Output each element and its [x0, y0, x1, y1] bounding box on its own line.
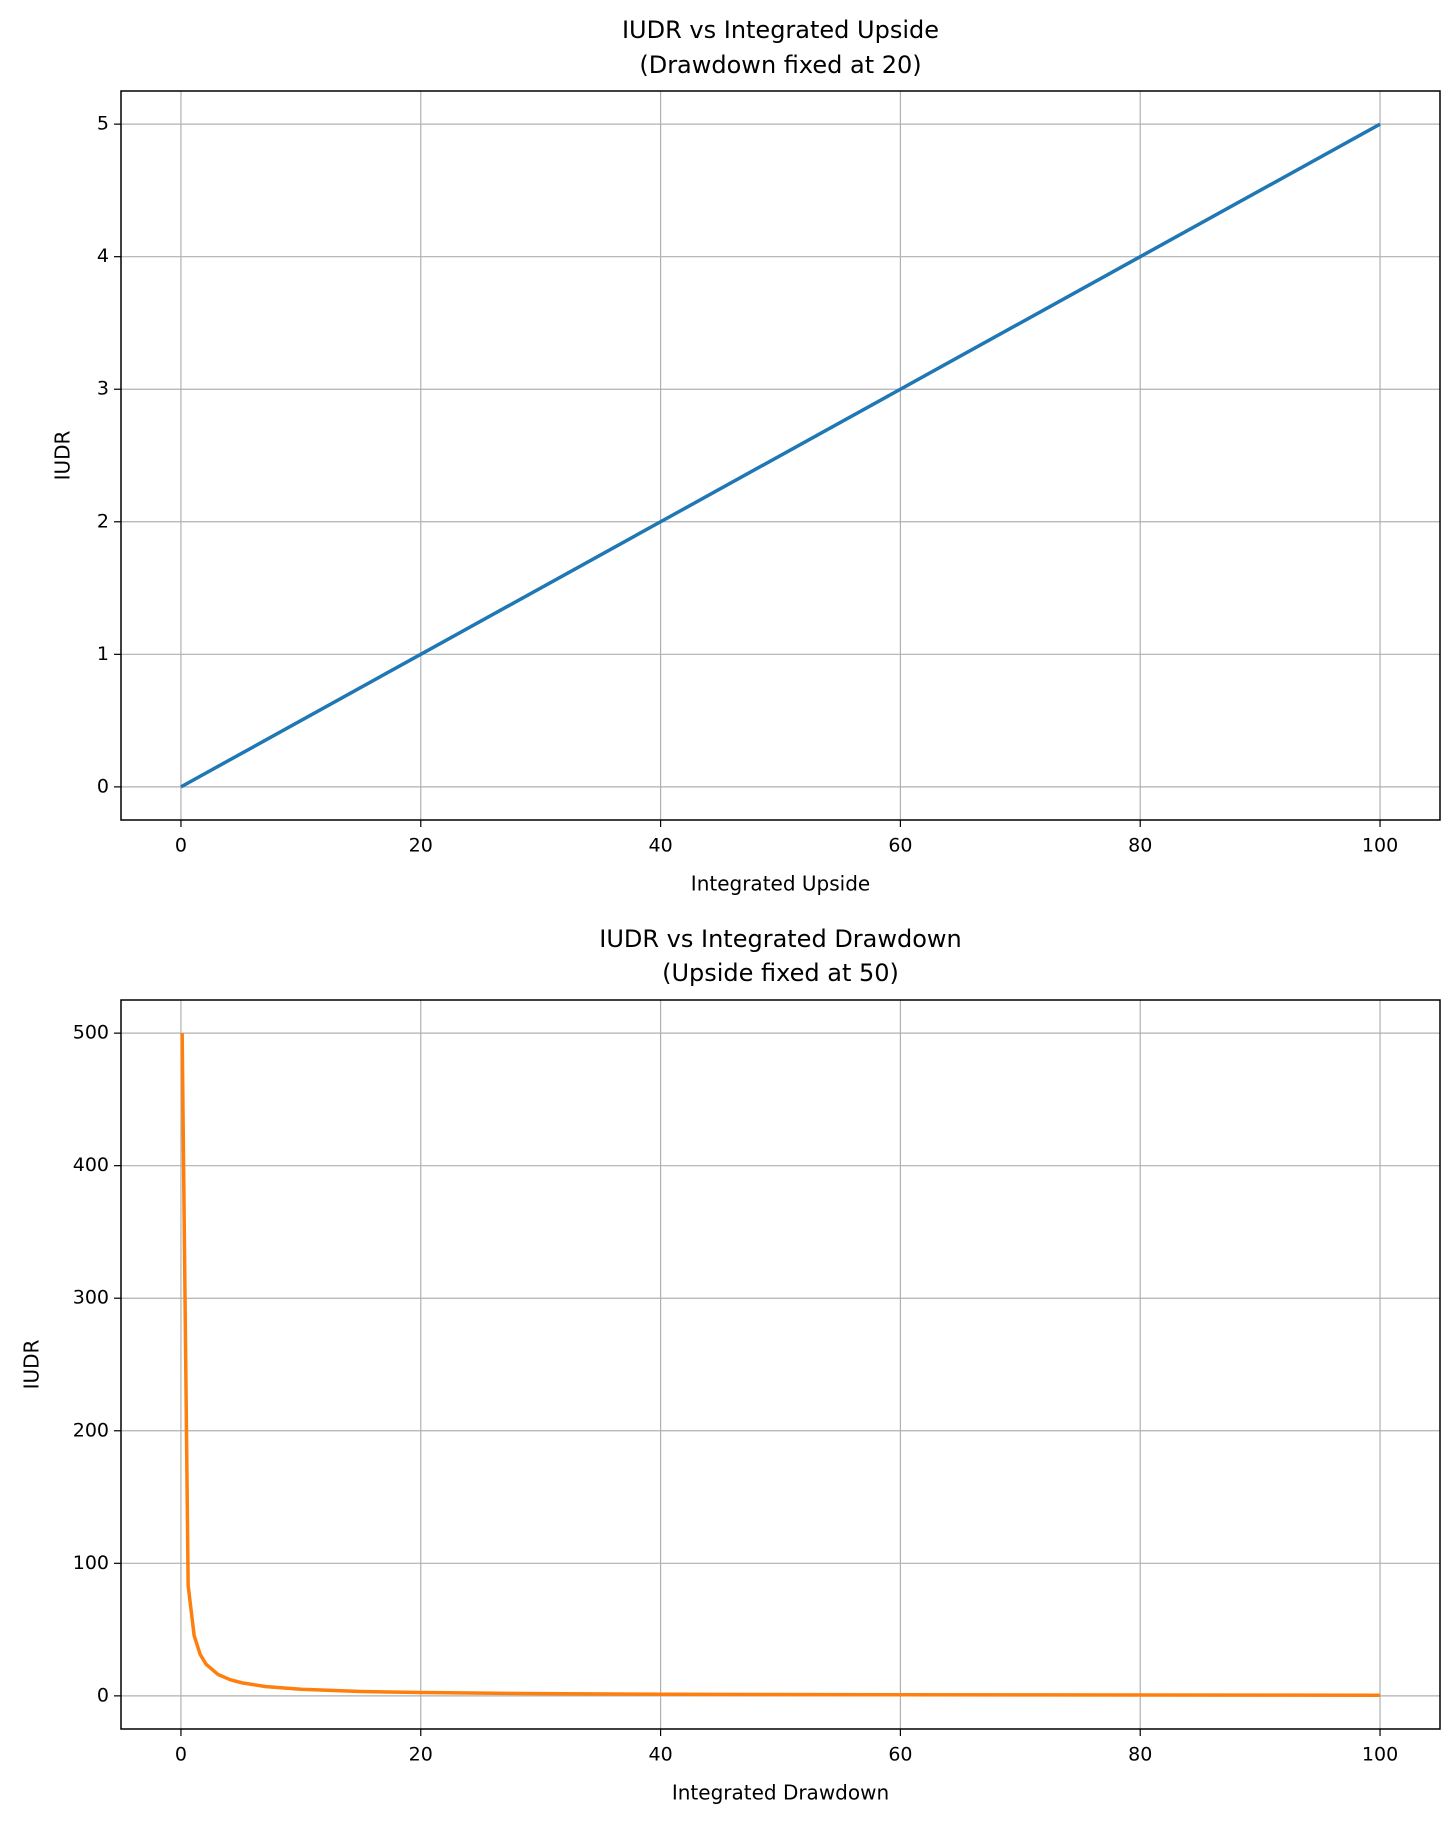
x-tick-label: 100	[1362, 1744, 1398, 1766]
chart-title: IUDR vs Integrated Upside	[622, 16, 939, 44]
chart-subtitle: (Drawdown fixed at 20)	[639, 51, 921, 79]
y-tick-label: 400	[73, 1154, 109, 1176]
y-tick-label: 500	[73, 1022, 109, 1044]
x-tick-label: 40	[648, 835, 672, 857]
y-tick-label: 4	[97, 245, 109, 267]
plot-frame	[120, 90, 1441, 821]
y-tick-label: 200	[73, 1419, 109, 1441]
x-tick-label: 80	[1128, 835, 1152, 857]
x-tick-label: 60	[888, 835, 912, 857]
chart-title: IUDR vs Integrated Drawdown	[599, 925, 962, 953]
y-tick-label: 0	[97, 775, 109, 797]
chart-subtitle: (Upside fixed at 50)	[662, 959, 899, 987]
y-tick-label: 5	[97, 113, 109, 135]
y-tick-label: 2	[97, 510, 109, 532]
x-tick-label: 60	[888, 1744, 912, 1766]
y-tick-label: 100	[73, 1552, 109, 1574]
x-axis-label: Integrated Drawdown	[672, 1781, 889, 1805]
y-axis-label: IUDR	[20, 1339, 44, 1389]
data-line	[180, 122, 1381, 789]
y-tick-label: 0	[97, 1684, 109, 1706]
y-tick-label: 300	[73, 1287, 109, 1309]
data-line	[180, 1033, 1381, 1697]
x-tick-label: 0	[175, 835, 187, 857]
plot-frame	[120, 999, 1441, 1730]
x-tick-label: 80	[1128, 1744, 1152, 1766]
x-tick-label: 0	[175, 1744, 187, 1766]
x-tick-label: 40	[648, 1744, 672, 1766]
y-axis-label: IUDR	[51, 430, 75, 480]
x-tick-label: 20	[409, 1744, 433, 1766]
y-tick-label: 1	[97, 643, 109, 665]
y-tick-label: 3	[97, 378, 109, 400]
x-axis-label: Integrated Upside	[691, 872, 870, 896]
x-tick-label: 20	[409, 835, 433, 857]
x-tick-label: 100	[1362, 835, 1398, 857]
